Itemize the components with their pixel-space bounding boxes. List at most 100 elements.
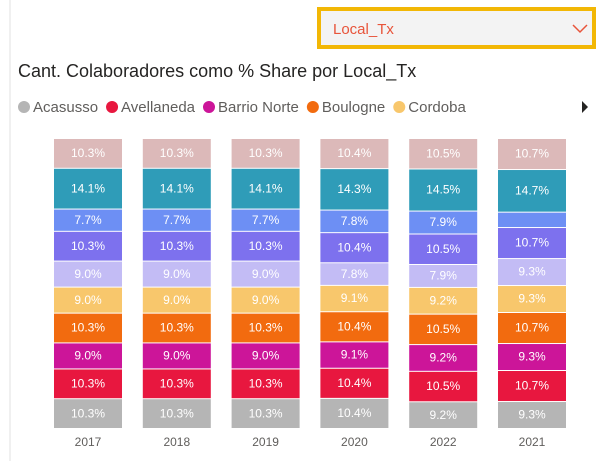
data-label: 9.0% (163, 293, 191, 307)
legend-label: Boulogne (322, 99, 385, 116)
chart-title: Cant. Colaboradores como % Share por Loc… (18, 61, 416, 82)
data-label: 14.5% (426, 183, 460, 197)
data-label: 10.4% (337, 319, 371, 333)
bar-segment (231, 313, 300, 343)
data-label: 10.3% (71, 406, 105, 420)
bar-segment (231, 209, 300, 231)
data-label: 10.3% (160, 321, 194, 335)
bar-segment (231, 369, 300, 399)
bar-segment (320, 368, 389, 398)
bar-segment (231, 139, 300, 168)
bar-segment (409, 287, 478, 314)
bar-segment (498, 313, 566, 344)
data-label: 9.3% (518, 292, 546, 306)
data-label: 7.8% (341, 267, 369, 281)
data-label: 10.7% (515, 147, 549, 161)
data-label: 10.3% (71, 377, 105, 391)
data-label: 9.3% (518, 265, 546, 279)
data-label: 10.4% (337, 146, 371, 160)
bar-segment (142, 168, 211, 209)
bar-segment (409, 139, 478, 169)
bar-segment (498, 170, 566, 212)
bar-segment (320, 342, 389, 368)
data-label: 10.3% (249, 406, 283, 420)
data-label: 9.3% (518, 350, 546, 364)
slicer[interactable]: Local_Tx (317, 7, 596, 49)
bar-segment (231, 231, 300, 261)
legend-marker (106, 101, 119, 113)
chart: Acasusso Avellaneda Barrio Norte Boulogne Co… (18, 99, 566, 449)
bar-segment (231, 343, 300, 369)
bar-segment (142, 313, 211, 343)
bar-segment (498, 371, 566, 402)
bar-segment (498, 212, 566, 228)
bar-segment (320, 312, 389, 342)
bar-segment (498, 139, 566, 170)
bar-segment (409, 345, 478, 371)
data-label: 10.3% (160, 239, 194, 253)
bar-segment (142, 139, 211, 168)
data-label: 10.3% (71, 146, 105, 160)
bar-segment (54, 168, 122, 209)
legend-marker (203, 101, 215, 113)
x-tick-label: 2022 (430, 435, 457, 449)
data-label: 10.4% (337, 406, 371, 420)
x-tick-label: 2018 (163, 435, 190, 449)
bar-segment (409, 371, 478, 402)
data-label: 7.9% (430, 269, 458, 283)
x-tick-label: 2020 (341, 435, 368, 449)
bar-segment (498, 402, 566, 428)
bar-segment (320, 398, 389, 428)
data-label: 7.7% (163, 213, 191, 227)
data-label: 10.4% (337, 376, 371, 390)
data-label: 9.0% (163, 267, 191, 281)
legend-label: Barrio Norte (218, 99, 299, 116)
data-label: 9.1% (341, 291, 369, 305)
data-label: 9.0% (74, 293, 102, 307)
x-tick-label: 2017 (75, 435, 102, 449)
chevron[interactable] (572, 24, 588, 34)
legend-marker (306, 101, 319, 113)
data-label: 10.3% (249, 239, 283, 253)
data-label: 10.5% (426, 146, 460, 160)
data-label: 7.7% (74, 213, 102, 227)
slicer-value[interactable]: Local_Tx (333, 21, 394, 38)
bar-segment (320, 263, 389, 285)
bar-segment (409, 402, 478, 428)
data-label: 14.3% (337, 182, 371, 196)
data-label: 9.0% (252, 293, 280, 307)
data-label: 10.3% (160, 406, 194, 420)
bar-segment (54, 343, 122, 369)
data-label: 9.0% (74, 349, 102, 363)
x-tick-label: 2019 (252, 435, 279, 449)
bar-segment (498, 228, 566, 259)
data-label: 7.9% (430, 215, 458, 229)
data-label: 10.4% (337, 240, 371, 254)
data-label: 9.1% (341, 348, 369, 362)
data-label: 10.3% (71, 321, 105, 335)
bar-segment (498, 259, 566, 286)
data-label: 10.5% (426, 322, 460, 336)
bar-segment (142, 399, 211, 428)
bar-segment (409, 211, 478, 234)
data-label: 10.7% (515, 379, 549, 393)
bar-segment (409, 169, 478, 211)
bar-segment (409, 264, 478, 287)
legend-label: Acasusso (33, 99, 98, 116)
data-label: 10.3% (249, 377, 283, 391)
data-label: 9.2% (430, 293, 458, 307)
data-label: 9.0% (74, 267, 102, 281)
slicer-box[interactable] (317, 7, 596, 49)
bar-segment (498, 344, 566, 370)
data-label: 9.0% (252, 349, 280, 363)
bar-segment (142, 343, 211, 369)
data-label: 9.0% (163, 349, 191, 363)
data-label: 7.7% (252, 213, 280, 227)
bar-segment (54, 313, 122, 343)
bar-segment (409, 234, 478, 264)
bar-segment (142, 261, 211, 287)
bar-segment (142, 369, 211, 399)
legend-next[interactable] (582, 101, 588, 113)
data-label: 9.3% (518, 408, 546, 422)
